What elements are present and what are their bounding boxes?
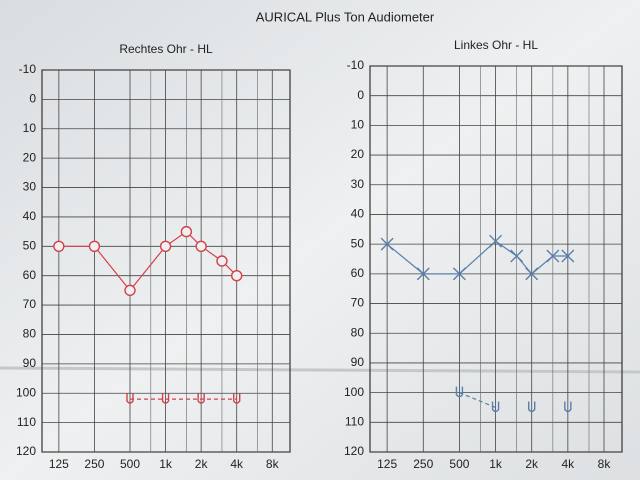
marker-circle — [195, 240, 207, 253]
marker-u — [528, 401, 536, 413]
marker-u — [233, 393, 241, 404]
chart-title: Linkes Ohr - HL — [454, 38, 538, 52]
y-tick-label: 80 — [23, 327, 37, 341]
marker-cross — [489, 234, 503, 248]
y-tick-label: 110 — [17, 415, 36, 429]
x-tick-label: 1k — [489, 457, 503, 471]
x-tick-label: 4k — [562, 457, 576, 471]
marker-cross — [561, 249, 575, 263]
y-tick-label: 90 — [23, 356, 37, 370]
y-tick-label: 30 — [23, 180, 37, 194]
marker-u — [197, 393, 205, 404]
marker-circle — [159, 240, 172, 253]
y-tick-label: 20 — [23, 150, 37, 164]
y-tick-label: 90 — [351, 355, 365, 369]
x-tick-label: 125 — [49, 457, 69, 471]
marker-cross — [546, 249, 560, 263]
y-tick-label: -10 — [347, 58, 365, 72]
y-tick-label: 60 — [351, 266, 365, 280]
marker-cross — [525, 267, 539, 281]
y-tick-label: 100 — [344, 385, 364, 399]
y-tick-label: 70 — [23, 297, 37, 311]
y-tick-label: 110 — [345, 414, 364, 428]
x-tick-label: 1k — [159, 457, 173, 471]
x-tick-label: 4k — [230, 457, 244, 471]
x-tick-label: 8k — [598, 457, 612, 471]
marker-circle — [180, 225, 193, 238]
y-tick-label: 40 — [351, 207, 365, 221]
y-tick-label: 120 — [16, 444, 36, 458]
y-tick-label: 0 — [357, 88, 364, 102]
x-tick-label: 2k — [525, 457, 539, 471]
y-tick-label: 80 — [351, 325, 365, 339]
x-tick-label: 8k — [266, 457, 280, 471]
x-tick-label: 2k — [195, 457, 209, 471]
y-tick-label: 10 — [351, 118, 365, 132]
fold — [0, 366, 640, 374]
marker-circle — [124, 284, 136, 297]
y-tick-label: 50 — [23, 238, 37, 252]
marker-circle — [231, 269, 243, 282]
chart-title: Rechtes Ohr - HL — [119, 42, 213, 56]
y-tick-label: 40 — [23, 209, 37, 223]
x-tick-label: 500 — [120, 457, 140, 471]
x-tick-label: 250 — [413, 457, 433, 471]
marker-circle — [88, 240, 101, 253]
x-tick-label: 250 — [84, 457, 104, 471]
page-title: AURICAL Plus Ton Audiometer — [256, 9, 435, 24]
marker-u — [491, 401, 500, 413]
y-tick-label: 10 — [23, 121, 37, 135]
marker-u — [126, 393, 134, 404]
marker-circle — [216, 255, 228, 267]
marker-cross — [452, 267, 466, 281]
x-tick-label: 500 — [449, 457, 469, 471]
x-tick-label: 125 — [377, 457, 397, 471]
y-tick-label: 120 — [344, 444, 364, 458]
y-tick-label: 70 — [351, 296, 365, 310]
y-tick-label: 50 — [351, 236, 365, 250]
y-tick-label: 30 — [351, 177, 365, 191]
y-tick-label: 100 — [16, 385, 36, 399]
marker-cross — [380, 237, 394, 251]
marker-cross — [510, 249, 524, 263]
y-tick-label: -10 — [19, 62, 37, 76]
y-tick-label: 20 — [351, 147, 365, 161]
y-tick-label: 60 — [23, 268, 37, 282]
marker-circle — [53, 240, 65, 253]
marker-u — [161, 393, 170, 404]
y-tick-label: 0 — [29, 92, 36, 106]
marker-u — [564, 401, 572, 413]
marker-cross — [416, 267, 430, 281]
marker-u — [455, 386, 464, 398]
